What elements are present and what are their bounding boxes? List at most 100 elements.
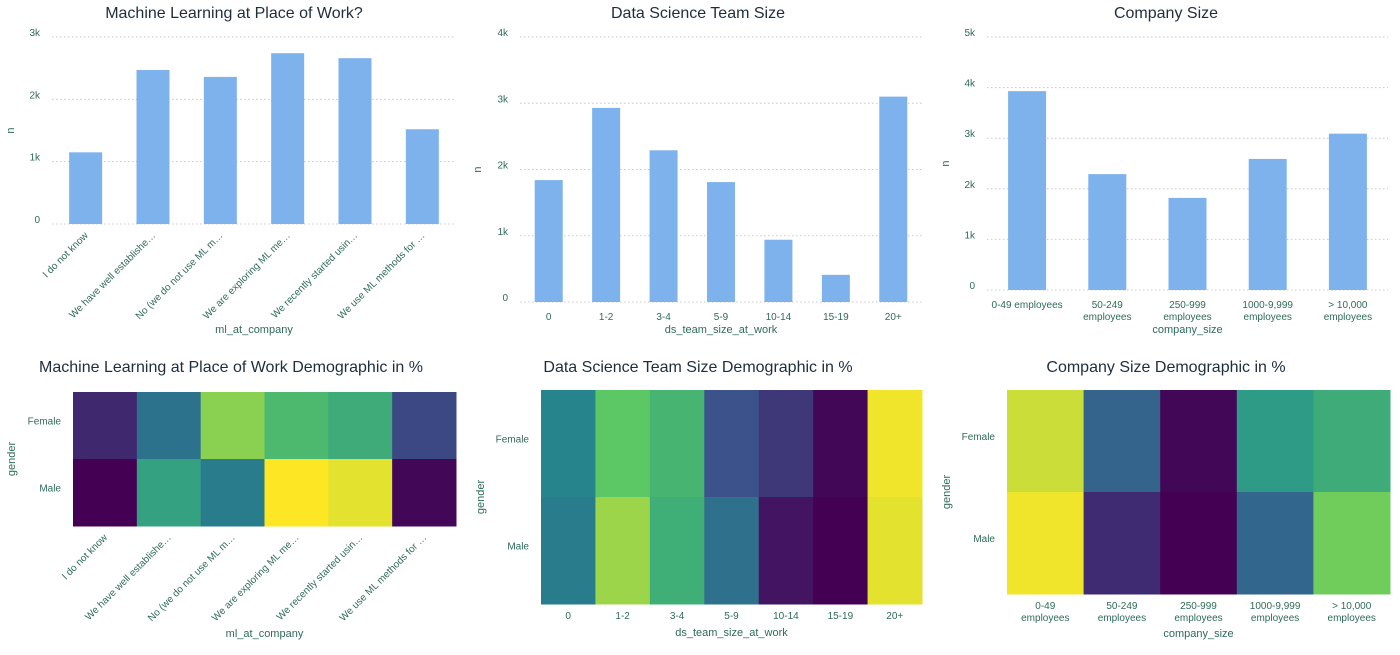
x-tick-label: 0-49 employees — [992, 300, 1063, 311]
heatmap-ds-team-size: Data Science Team Size Demographic in % F… — [466, 345, 932, 650]
x-tick-label: 10-14 — [773, 611, 799, 622]
heatmap-cell — [264, 392, 329, 460]
x-tick-label: I do not know — [41, 230, 91, 280]
heatmap-cell — [704, 497, 760, 605]
bar-chart-ds-team-size: Data Science Team Size 0 1k 2k 3k 4k 0 1-2 3-4 5-… — [472, 5, 922, 336]
y-tick-label: Female — [962, 432, 996, 443]
heatmap-cell — [264, 459, 329, 527]
heatmap-company-size-svg: Company Size Demographic in % Female Male 0… — [941, 359, 1391, 640]
x-tick-label: 5-9 — [724, 611, 739, 622]
y-axis-label: n — [472, 166, 484, 172]
heatmap-cell — [867, 390, 923, 498]
x-axis-label: ds_team_size_at_work — [675, 627, 788, 639]
heatmap-cell — [813, 390, 869, 498]
bar — [821, 274, 850, 302]
heatmap-cell — [867, 497, 923, 605]
heatmap-cell — [136, 392, 202, 460]
bar-chart-company-size: Company Size 0 1k 2k 3k 4k 5k 0-49 employees 50-… — [940, 5, 1388, 336]
y-tick-label: Male — [39, 484, 61, 495]
heatmap-cell — [541, 497, 596, 605]
heatmap-cell — [758, 390, 814, 498]
heatmap-cell — [1236, 390, 1314, 493]
heatmap-cell — [595, 497, 651, 605]
y-tick-label: Male — [507, 542, 529, 553]
y-tick-label: 2k — [497, 161, 509, 172]
x-tick-label: 50-249 — [1106, 601, 1138, 612]
x-tick-label: 15-19 — [828, 611, 854, 622]
heatmap-cell — [1007, 492, 1085, 595]
y-tick-label: 0 — [969, 281, 975, 292]
heatmap-cell — [200, 459, 265, 527]
heatmap-ds-team-size-svg: Data Science Team Size Demographic in % F… — [475, 359, 923, 639]
y-tick-label: Male — [973, 534, 995, 545]
y-axis-label: n — [940, 160, 952, 166]
heatmap-cell — [649, 390, 705, 498]
bar — [1088, 174, 1127, 290]
bar — [271, 53, 305, 224]
y-axis-label: n — [5, 127, 17, 133]
y-tick-label: 2k — [29, 90, 41, 101]
x-tick-label: 1000-9,999 — [1242, 300, 1293, 311]
bar — [649, 150, 678, 302]
bar — [764, 239, 793, 302]
x-tick-label: 0 — [565, 611, 571, 622]
bar — [136, 70, 170, 224]
x-tick-label: 0-49 — [1035, 601, 1055, 612]
heatmap-company-size: Company Size Demographic in % Female Male 0… — [932, 345, 1400, 650]
y-tick-label: 1k — [964, 230, 976, 241]
heatmap-cell — [541, 390, 596, 498]
chart-title: Data Science Team Size — [611, 5, 785, 22]
heatmap-cell — [1313, 492, 1391, 595]
heatmap-cell — [392, 392, 457, 460]
heatmap-cell — [704, 390, 760, 498]
x-tick-label: employees — [1163, 312, 1211, 323]
heatmap-cell — [328, 459, 393, 527]
chart-title: Company Size Demographic in % — [1046, 359, 1285, 376]
y-axis-label: gender — [941, 475, 953, 510]
y-tick-label: 4k — [497, 28, 509, 39]
chart-ml-at-company: Machine Learning at Place of Work? 0 1k 2k 3… — [0, 0, 466, 345]
x-tick-label: > 10,000 — [1332, 601, 1372, 612]
bar — [1328, 133, 1367, 290]
heatmap-cell — [813, 497, 869, 605]
chart-company-size: Company Size 0 1k 2k 3k 4k 5k 0-49 employees 50-… — [932, 0, 1400, 345]
x-tick-label: employees — [1324, 312, 1372, 323]
bar — [203, 76, 237, 224]
chart-title: Company Size — [1114, 5, 1218, 22]
x-tick-label: 3-4 — [670, 611, 685, 622]
heatmap-cell — [73, 459, 138, 527]
heatmap-cell — [392, 459, 457, 527]
x-tick-label: employees — [1328, 613, 1376, 624]
y-tick-label: 1k — [29, 153, 41, 164]
heatmap-cell — [758, 497, 814, 605]
bar — [534, 180, 563, 302]
x-tick-label: 15-19 — [823, 312, 849, 323]
x-axis-label: ds_team_size_at_work — [665, 324, 778, 336]
x-tick-label: 250-999 — [1169, 300, 1206, 311]
x-tick-label: 5-9 — [714, 312, 729, 323]
y-tick-label: 2k — [964, 180, 976, 191]
y-tick-label: 0 — [502, 293, 508, 304]
y-tick-label: 0 — [34, 215, 40, 226]
bar — [879, 96, 908, 302]
chart-ds-team-size: Data Science Team Size 0 1k 2k 3k 4k 0 1-2 3-4 5-… — [466, 0, 932, 345]
chart-title: Machine Learning at Place of Work Demogr… — [39, 359, 423, 376]
x-tick-label: > 10,000 — [1328, 300, 1368, 311]
x-tick-label: 1-2 — [599, 312, 614, 323]
x-tick-label: 1000-9,999 — [1250, 601, 1301, 612]
x-tick-label: I do not know — [60, 532, 110, 582]
chart-title: Data Science Team Size Demographic in % — [543, 359, 852, 376]
heatmap-cell — [1236, 492, 1314, 595]
heatmap-ml-at-company: Machine Learning at Place of Work Demogr… — [0, 345, 466, 650]
y-tick-label: 3k — [964, 129, 976, 140]
y-axis-label: gender — [6, 442, 18, 477]
y-tick-label: 5k — [964, 28, 976, 39]
x-tick-label: 1-2 — [615, 611, 630, 622]
x-tick-label: 50-249 — [1092, 300, 1124, 311]
heatmap-cell — [1083, 390, 1161, 493]
y-tick-label: 1k — [497, 227, 509, 238]
heatmap-cell — [136, 459, 202, 527]
x-tick-label: employees — [1083, 312, 1131, 323]
y-tick-label: 3k — [497, 94, 509, 105]
y-axis-label: gender — [475, 480, 487, 515]
